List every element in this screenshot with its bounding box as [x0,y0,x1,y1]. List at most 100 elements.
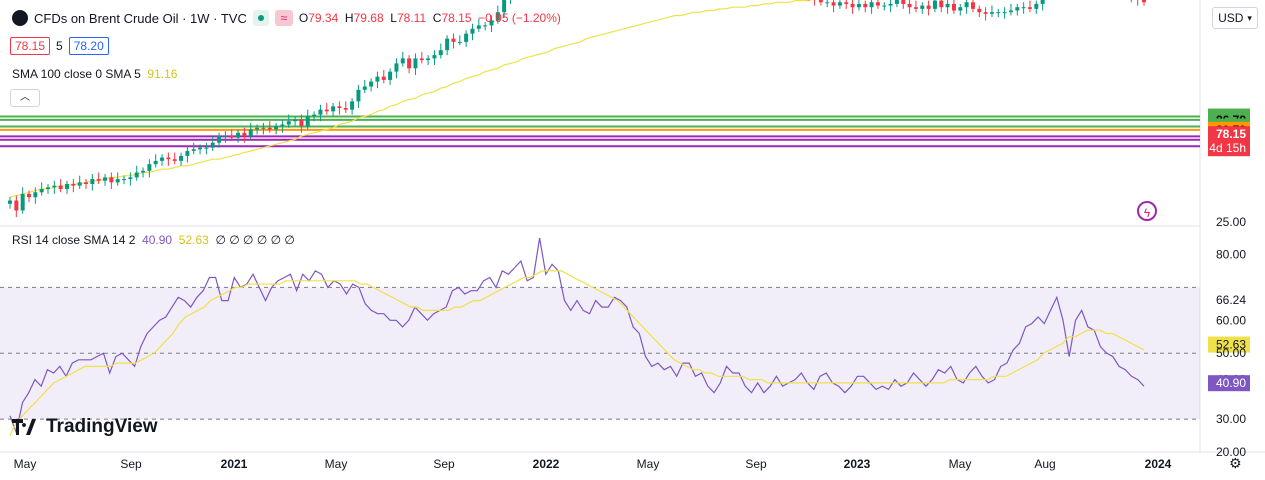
candle-19 [128,177,133,180]
x-tick-11: 2024 [1145,457,1172,471]
candle-134 [856,3,861,8]
candle-24 [160,157,165,161]
candle-12 [84,182,89,184]
candle-75 [483,25,488,27]
rsi-legend[interactable]: RSI 14 close SMA 14 2 40.90 52.63 ∅ ∅ ∅ … [12,233,295,247]
x-tick-5: 2022 [533,457,560,471]
rsi-sma-value: 52.63 [178,233,209,247]
candle-21 [141,170,146,173]
sma-label: SMA 100 close 0 SMA 5 [12,67,141,81]
candle-55 [356,89,361,102]
candle-27 [179,155,184,161]
spread-value: 5 [56,39,63,53]
candle-14 [96,179,101,181]
candle-163 [1040,0,1045,4]
currency-select[interactable]: USD ▾ [1212,7,1258,29]
candle-20 [134,172,139,178]
candle-72 [464,33,469,42]
candle-35 [229,136,234,138]
candle-33 [217,136,222,143]
candle-131 [837,2,842,6]
candle-53 [343,108,348,110]
candle-146 [932,0,937,9]
x-tick-10: Aug [1034,457,1055,471]
candle-31 [204,147,209,149]
candle-44 [286,121,291,125]
candle-137 [875,2,880,6]
rsi-tick-4: 50.00 [1216,346,1246,360]
bid-price[interactable]: 78.15 [10,37,51,55]
collapse-legend-button[interactable]: ︿ [10,89,40,107]
market-status-icon[interactable] [252,10,269,26]
candle-49 [318,109,323,115]
candle-39 [255,127,260,130]
candle-157 [1002,12,1007,14]
candle-15 [103,177,108,181]
candle-150 [958,7,963,11]
candle-41 [267,127,272,130]
candle-161 [1027,7,1032,9]
candle-158 [1008,10,1013,13]
rsi-tick-value-bg [1208,375,1250,392]
candle-147 [939,0,944,8]
rsi-tick-1-text: 66.24 [1216,293,1246,307]
rsi-tick-sma-bg [1208,336,1250,353]
candle-151 [964,2,969,8]
candle-71 [457,41,462,43]
rsi-tick-value-text: 40.90 [1216,376,1246,390]
x-tick-0: May [14,457,37,471]
tradingview-logo[interactable]: TradingView [12,416,158,438]
sma-legend[interactable]: SMA 100 close 0 SMA 5 91.16 [12,67,177,81]
wave-icon[interactable]: ≈ [274,10,293,26]
candle-0 [8,200,12,204]
settings-icon[interactable]: ⚙ [1229,455,1242,471]
candle-43 [280,124,285,127]
candle-3 [27,193,32,198]
candle-8 [58,185,63,189]
x-tick-1: Sep [120,457,142,471]
last-price-label-text: 78.15 [1216,127,1246,141]
candle-138 [882,5,887,7]
candle-51 [331,106,336,112]
candle-40 [261,127,266,129]
candle-2 [20,193,25,211]
ask-price[interactable]: 78.20 [68,37,109,55]
candle-63 [407,58,412,69]
candle-74 [476,25,481,29]
candle-37 [242,132,247,137]
lightning-icon[interactable]: ϟ [1137,201,1157,221]
x-tick-8: 2023 [844,457,871,471]
candle-7 [52,185,57,188]
candle-66 [426,58,431,61]
x-tick-7: Sep [745,457,767,471]
candle-145 [926,5,931,9]
x-tick-3: May [325,457,348,471]
sma-value: 91.16 [147,67,178,81]
candle-77 [495,12,500,21]
candle-57 [369,81,374,87]
candle-46 [299,119,304,127]
time-axis: May Sep 2021 May Sep 2022 May Sep 2023 May Aug 2024 [14,457,1172,471]
candle-9 [65,184,70,189]
bid-ask-row: 78.15 5 78.20 [10,37,109,55]
countdown-label-bg [1208,140,1250,157]
candle-50 [324,109,329,112]
price-levels [0,115,1200,148]
candle-62 [400,58,405,64]
currency-label: USD [1218,11,1244,25]
candle-13 [90,179,95,184]
candle-32 [210,142,215,148]
rsi-tick-value: 40.90 [1208,375,1250,392]
candle-149 [951,3,956,11]
candle-148 [945,3,950,8]
countdown-label: 4d 15h [1208,140,1250,157]
symbol-title[interactable]: CFDs on Brent Crude Oil · 1W · TVC [34,10,247,26]
tv-brand-icon [12,419,36,435]
candle-58 [375,76,380,82]
candle-141 [901,0,906,4]
rsi-value: 40.90 [142,233,173,247]
y-tick-25: 25.00 [1216,215,1246,229]
y-tick-25-text: 25.00 [1216,215,1246,229]
candle-47 [305,116,310,127]
